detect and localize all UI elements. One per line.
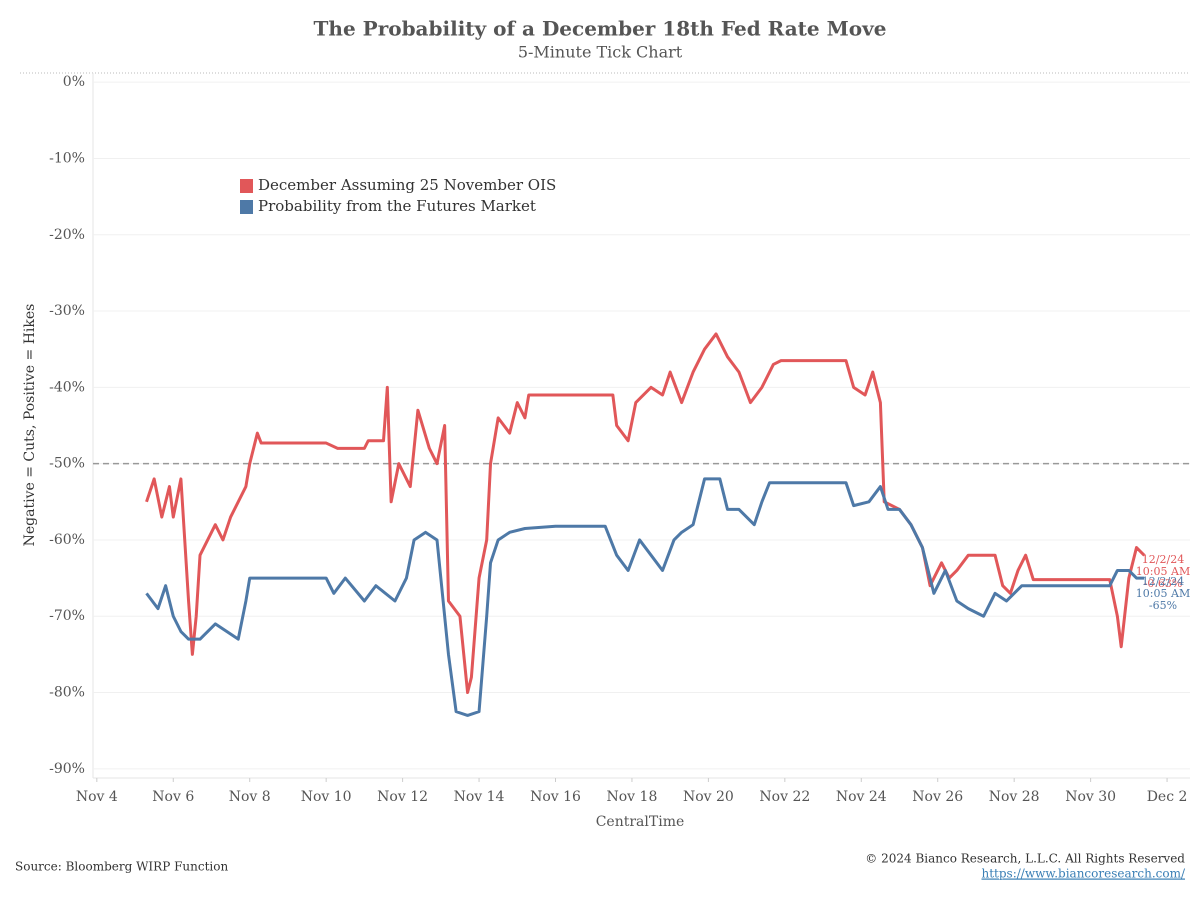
y-tick-label: 0% — [63, 74, 85, 90]
copyright: © 2024 Bianco Research, L.L.C. All Right… — [865, 852, 1185, 866]
x-tick-label: Nov 10 — [301, 789, 352, 805]
legend-swatch — [240, 200, 253, 214]
x-tick-label: Nov 26 — [912, 789, 963, 805]
chart-title: The Probability of a December 18th Fed R… — [314, 17, 887, 41]
y-tick-label: -50% — [49, 456, 85, 472]
x-tick-label: Nov 24 — [836, 789, 887, 805]
y-tick-label: -70% — [49, 608, 85, 624]
annotation: 10:05 AM — [1136, 587, 1190, 600]
y-tick-label: -90% — [49, 761, 85, 777]
y-tick-label: -80% — [49, 685, 85, 701]
legend-swatch — [240, 179, 253, 193]
legend-label: Probability from the Futures Market — [258, 197, 536, 215]
x-tick-label: Nov 4 — [76, 789, 118, 805]
x-tick-label: Nov 6 — [152, 789, 194, 805]
x-tick-label: Nov 22 — [759, 789, 810, 805]
annotation: -0.63% — [1144, 577, 1183, 590]
annotation: 12/2/24 — [1142, 575, 1184, 588]
x-tick-label: Nov 20 — [683, 789, 734, 805]
x-tick-label: Nov 30 — [1065, 789, 1116, 805]
legend-label: December Assuming 25 November OIS — [258, 176, 556, 194]
annotation: -65% — [1149, 599, 1177, 612]
x-axis-title: CentralTime — [596, 814, 685, 830]
url: https://www.biancoresearch.com/ — [981, 867, 1185, 881]
y-axis-title: Negative = Cuts, Positive = Hikes — [22, 304, 38, 547]
y-tick-label: -60% — [49, 532, 85, 548]
x-tick-label: Nov 12 — [377, 789, 428, 805]
y-tick-label: -20% — [49, 227, 85, 243]
x-tick-label: Nov 28 — [989, 789, 1040, 805]
x-tick-label: Dec 2 — [1147, 789, 1188, 805]
series-line — [145, 477, 1145, 717]
x-tick-label: Nov 14 — [454, 789, 505, 805]
source: Source: Bloomberg WIRP Function — [15, 860, 228, 874]
y-tick-label: -40% — [49, 379, 85, 395]
y-tick-label: -30% — [49, 303, 85, 319]
chart-subtitle: 5-Minute Tick Chart — [518, 43, 683, 62]
x-tick-label: Nov 16 — [530, 789, 581, 805]
annotation: 12/2/24 — [1142, 553, 1184, 566]
x-tick-label: Nov 8 — [229, 789, 271, 805]
y-tick-label: -10% — [49, 150, 85, 166]
x-tick-label: Nov 18 — [607, 789, 658, 805]
annotation: 10:05 AM — [1136, 565, 1190, 578]
